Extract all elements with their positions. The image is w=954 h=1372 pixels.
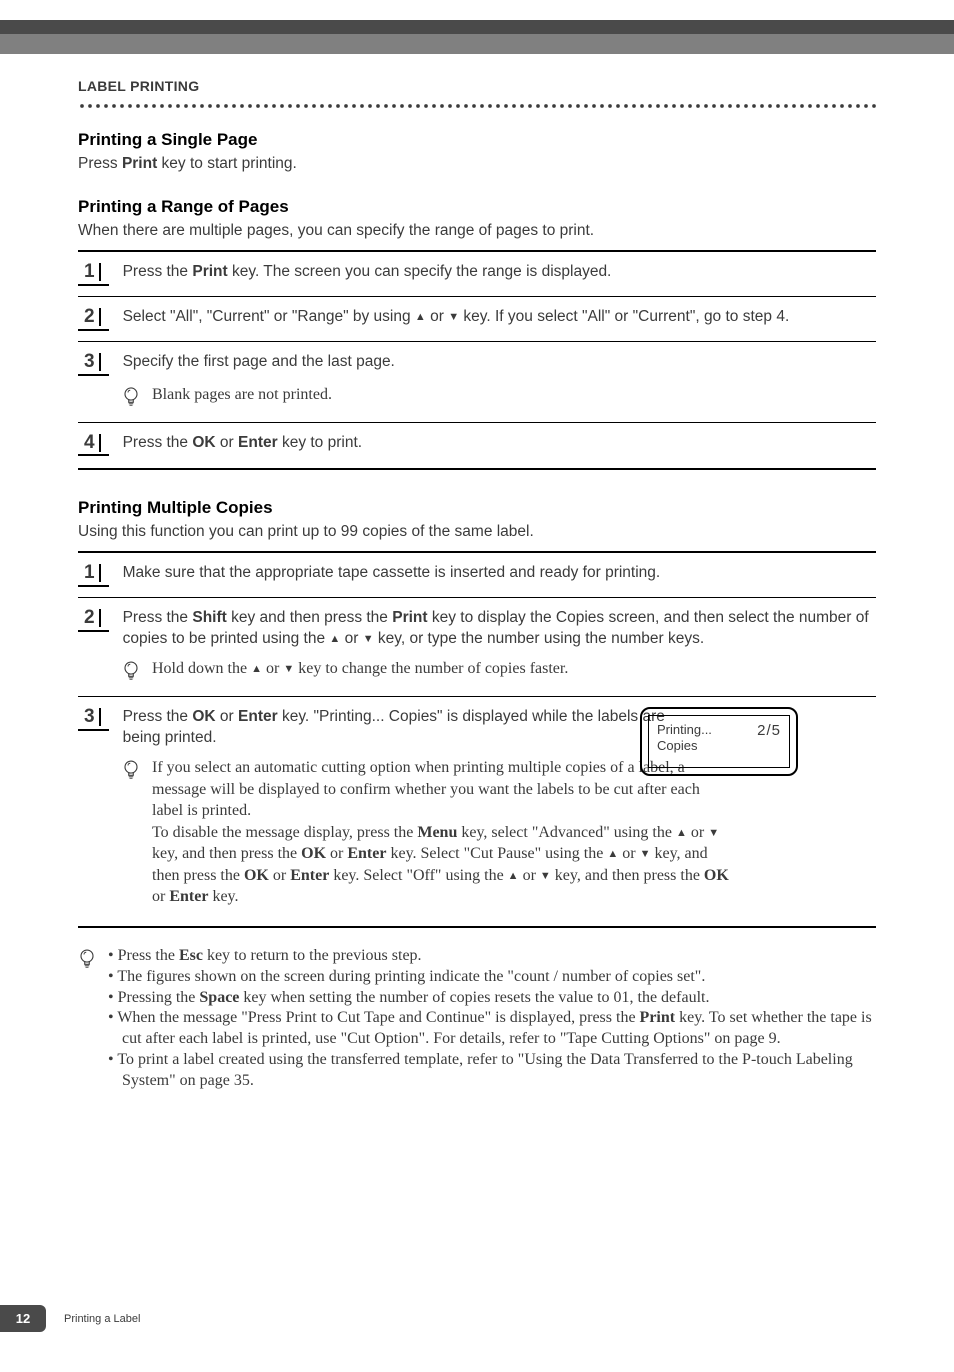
up-arrow-icon: ▲ (251, 663, 262, 675)
step-number: 2 (78, 307, 109, 331)
down-arrow-icon: ▼ (540, 870, 551, 882)
step-row: 3 Specify the first page and the last pa… (78, 342, 876, 376)
step-text: Select "All", "Current" or "Range" by us… (123, 307, 876, 328)
lcd-display: Printing... Copies 2/5 (640, 707, 798, 776)
down-arrow-icon: ▼ (640, 848, 651, 860)
up-arrow-icon: ▲ (329, 633, 340, 645)
page-number: 12 (0, 1305, 46, 1332)
note-text: Hold down the ▲ or ▼ key to change the n… (152, 658, 568, 680)
notes-list: Press the Esc key to return to the previ… (108, 946, 876, 1092)
body-single-page: Press Print key to start printing. (78, 150, 876, 175)
down-arrow-icon: ▼ (283, 663, 294, 675)
step-text: Make sure that the appropriate tape cass… (123, 563, 876, 584)
list-item: When the message "Press Print to Cut Tap… (108, 1008, 876, 1050)
down-arrow-icon: ▼ (708, 827, 719, 839)
lcd-text-left: Printing... Copies (657, 722, 712, 753)
heading-multiple-copies: Printing Multiple Copies (78, 470, 876, 518)
step-row: 1 Press the Print key. The screen you ca… (78, 252, 876, 286)
step-number: 4 (78, 433, 109, 457)
list-item: The figures shown on the screen during p… (108, 967, 876, 988)
up-arrow-icon: ▲ (676, 827, 687, 839)
lightbulb-icon (122, 759, 140, 781)
step-text: Press the Print key. The screen you can … (123, 262, 876, 283)
lightbulb-icon (78, 948, 96, 970)
up-arrow-icon: ▲ (415, 311, 426, 323)
heading-single-page: Printing a Single Page (78, 108, 876, 150)
step-text: Press the OK or Enter key. "Printing... … (123, 707, 703, 749)
step-number: 3 (78, 352, 109, 376)
down-arrow-icon: ▼ (363, 633, 374, 645)
note-row: Blank pages are not printed. (78, 376, 876, 412)
note-row: Press the Esc key to return to the previ… (78, 928, 876, 1096)
down-arrow-icon: ▼ (448, 311, 459, 323)
note-row: Hold down the ▲ or ▼ key to change the n… (78, 650, 876, 686)
section-header: LABEL PRINTING (78, 54, 876, 100)
up-arrow-icon: ▲ (607, 848, 618, 860)
lightbulb-icon (122, 660, 140, 682)
step-row: 1 Make sure that the appropriate tape ca… (78, 553, 876, 587)
up-arrow-icon: ▲ (508, 870, 519, 882)
page-footer: 12 Printing a Label (0, 1305, 140, 1332)
note-text: Blank pages are not printed. (152, 384, 332, 406)
footer-label: Printing a Label (46, 1313, 140, 1325)
step-text: Press the OK or Enter key to print. (123, 433, 876, 454)
step-number: 2 (78, 608, 109, 632)
lightbulb-icon (122, 386, 140, 408)
step-number: 1 (78, 262, 109, 286)
list-item: Pressing the Space key when setting the … (108, 988, 876, 1009)
step-number: 1 (78, 563, 109, 587)
note-text: If you select an automatic cutting optio… (152, 757, 732, 908)
list-item: Press the Esc key to return to the previ… (108, 946, 876, 967)
step-text: Specify the first page and the last page… (123, 352, 876, 373)
dotted-divider (78, 100, 876, 108)
body-range-pages: When there are multiple pages, you can s… (78, 217, 876, 242)
step-row: 2 Press the Shift key and then press the… (78, 598, 876, 650)
heading-range-pages: Printing a Range of Pages (78, 175, 876, 217)
body-multiple-copies: Using this function you can print up to … (78, 518, 876, 543)
step-row: 4 Press the OK or Enter key to print. (78, 423, 876, 457)
header-band (0, 20, 954, 54)
step-row: 2 Select "All", "Current" or "Range" by … (78, 297, 876, 331)
lcd-text-right: 2/5 (757, 722, 781, 753)
step-number: 3 (78, 707, 109, 731)
list-item: To print a label created using the trans… (108, 1050, 876, 1092)
step-text: Press the Shift key and then press the P… (123, 608, 876, 650)
